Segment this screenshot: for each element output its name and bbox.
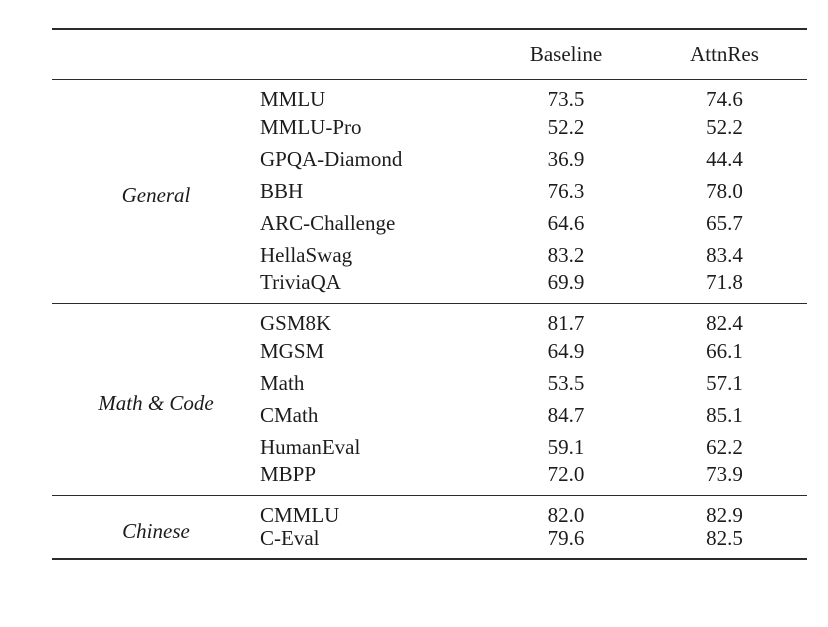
benchmark-name: CMath <box>260 402 319 427</box>
baseline-value: 36.9 <box>547 146 585 171</box>
table-row: HumanEval 59.1 62.2 <box>52 431 807 463</box>
baseline-value: 81.7 <box>547 311 585 336</box>
table-row: Math & Code GSM8K 81.7 82.4 <box>52 303 807 414</box>
header-row: Baseline AttnRes <box>52 29 807 79</box>
benchmark-name: HumanEval <box>260 434 361 459</box>
baseline-value: 84.7 <box>547 402 585 427</box>
benchmark-name: GSM8K <box>260 311 332 336</box>
attnres-value: 85.1 <box>706 402 743 427</box>
benchmark-results-table: Baseline AttnRes General MMLU 73.5 74.6 … <box>52 28 807 560</box>
group-section-math-code: Math & Code GSM8K 81.7 82.4 MGSM 64.9 66… <box>52 303 807 495</box>
attnres-value: 82.4 <box>706 311 743 336</box>
attnres-value: 71.8 <box>706 269 743 294</box>
attnres-value: 52.2 <box>706 114 743 139</box>
attnres-value: 62.2 <box>706 434 743 459</box>
baseline-value: 83.2 <box>547 242 585 267</box>
baseline-value: 79.6 <box>547 525 585 550</box>
benchmark-name: GPQA-Diamond <box>260 146 403 171</box>
benchmark-name: MGSM <box>260 338 325 363</box>
benchmark-name: MMLU <box>260 87 326 112</box>
group-label-general: General <box>121 183 191 207</box>
benchmark-name: ARC-Challenge <box>260 210 396 235</box>
baseline-value: 59.1 <box>547 434 585 459</box>
baseline-value: 52.2 <box>547 114 585 139</box>
table-row: C-Eval 79.6 82.5 <box>52 527 807 559</box>
table-row: General MMLU 73.5 74.6 <box>52 79 807 206</box>
table-row: TriviaQA 69.9 71.8 <box>52 271 807 303</box>
baseline-value: 64.9 <box>547 338 585 363</box>
group-section-chinese: Chinese CMMLU 82.0 82.9 C-Eval 79.6 82.5 <box>52 495 807 559</box>
benchmark-name: BBH <box>260 178 304 203</box>
benchmark-name: HellaSwag <box>260 242 353 267</box>
empty-header-cell <box>52 29 490 79</box>
benchmark-name: Math <box>260 370 305 395</box>
benchmark-name: MMLU-Pro <box>260 114 362 139</box>
attnres-value: 82.9 <box>706 503 743 528</box>
attnres-value: 73.9 <box>706 461 743 486</box>
attnres-value: 74.6 <box>706 87 743 112</box>
table-row: CMath 84.7 85.1 <box>52 399 807 431</box>
attnres-value: 66.1 <box>706 338 743 363</box>
attnres-value: 78.0 <box>706 178 743 203</box>
table-row: ARC-Challenge 64.6 65.7 <box>52 207 807 239</box>
table-row: MGSM 64.9 66.1 <box>52 335 807 367</box>
table-row: HellaSwag 83.2 83.4 <box>52 239 807 271</box>
group-label-chinese: Chinese <box>122 518 190 543</box>
benchmark-name: CMMLU <box>260 503 340 528</box>
group-section-general: General MMLU 73.5 74.6 MMLU-Pro 52.2 52.… <box>52 79 807 303</box>
baseline-value: 64.6 <box>547 210 585 235</box>
column-header-attnres: AttnRes <box>690 41 759 66</box>
baseline-value: 72.0 <box>547 461 585 486</box>
benchmark-name: MBPP <box>260 461 317 486</box>
group-label-math-code: Math & Code <box>98 391 214 415</box>
table-row: Math 53.5 57.1 <box>52 367 807 399</box>
baseline-value: 53.5 <box>547 370 585 395</box>
table-row: Chinese CMMLU 82.0 82.9 <box>52 495 807 541</box>
baseline-value: 69.9 <box>547 269 585 294</box>
attnres-value: 65.7 <box>706 210 743 235</box>
column-header-baseline: Baseline <box>529 41 603 66</box>
benchmark-name: TriviaQA <box>260 269 341 294</box>
attnres-value: 83.4 <box>706 242 743 267</box>
baseline-value: 73.5 <box>547 87 585 112</box>
table-row: MMLU-Pro 52.2 52.2 <box>52 111 807 143</box>
attnres-value: 44.4 <box>706 146 743 171</box>
baseline-value: 76.3 <box>547 178 585 203</box>
benchmark-name: C-Eval <box>260 525 320 550</box>
table-row: MBPP 72.0 73.9 <box>52 463 807 495</box>
attnres-value: 82.5 <box>706 525 743 550</box>
baseline-value: 82.0 <box>547 503 585 528</box>
table-row: BBH 76.3 78.0 <box>52 175 807 207</box>
attnres-value: 57.1 <box>706 370 743 395</box>
table-row: GPQA-Diamond 36.9 44.4 <box>52 143 807 175</box>
